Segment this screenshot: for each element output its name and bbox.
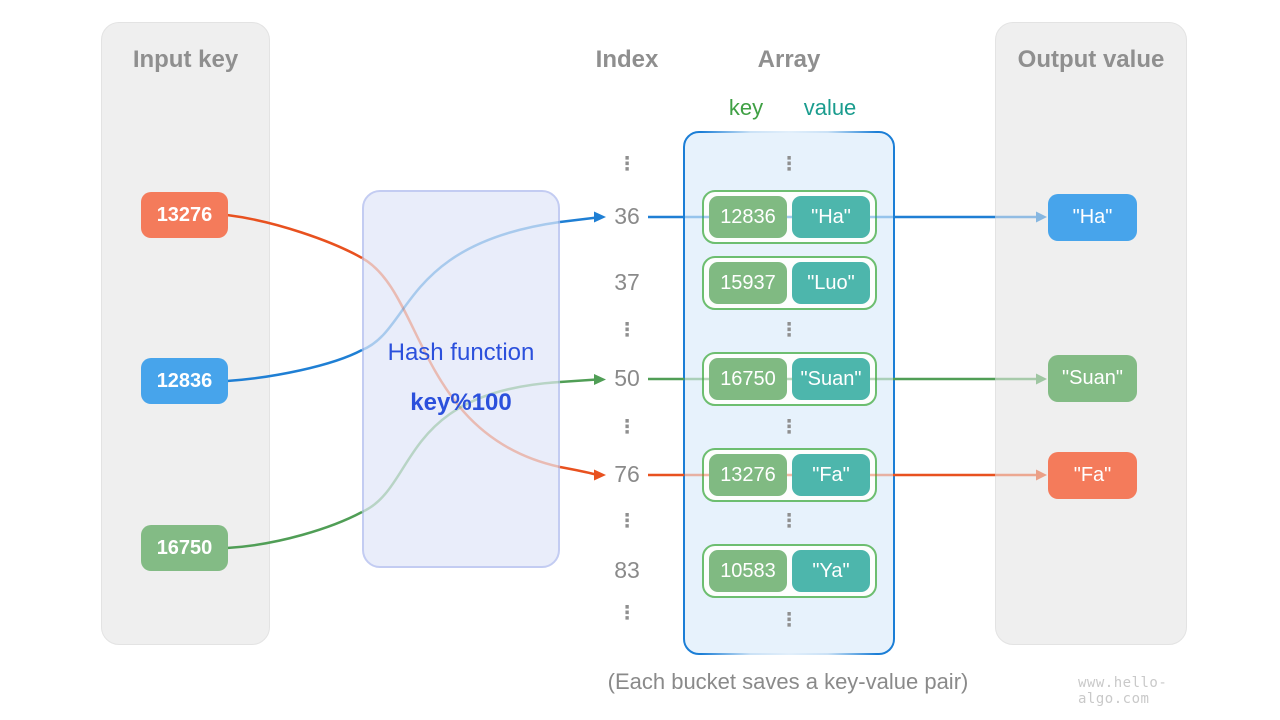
index-value: 76	[614, 461, 640, 487]
ellipsis: ⋮	[779, 417, 799, 438]
output-value-box: "Suan"	[1048, 355, 1137, 402]
ellipsis: ⋮	[617, 417, 637, 438]
bucket-key: 15937	[709, 262, 787, 304]
bucket-key: 12836	[709, 196, 787, 238]
bucket-value: "Ya"	[792, 550, 870, 592]
bucket-value: "Suan"	[792, 358, 870, 400]
ellipsis: ⋮	[617, 320, 637, 341]
ellipsis: ⋮	[779, 154, 799, 175]
ellipsis: ⋮	[779, 511, 799, 532]
output-value-box: "Fa"	[1048, 452, 1137, 499]
value-header-label: value	[803, 95, 857, 120]
input-key-box: 12836	[141, 358, 228, 404]
index-value: 83	[614, 557, 640, 583]
hash-function-formula: key%100	[410, 389, 512, 416]
bucket-key: 16750	[709, 358, 787, 400]
output-value-panel	[995, 22, 1187, 645]
index-column-title: Index	[595, 46, 659, 73]
hash-function-name: Hash function	[387, 339, 535, 366]
ellipsis: ⋮	[617, 511, 637, 532]
key-header-label: key	[728, 95, 764, 120]
bucket-row: 16750 "Suan"	[702, 352, 877, 406]
bucket-key: 10583	[709, 550, 787, 592]
watermark: www.hello-algo.com	[1078, 675, 1168, 707]
output-value-box: "Ha"	[1048, 194, 1137, 241]
index-value: 37	[614, 269, 640, 295]
index-value: 36	[614, 203, 640, 229]
bucket-row: 13276 "Fa"	[702, 448, 877, 502]
index-value: 50	[614, 365, 640, 391]
bucket-row: 10583 "Ya"	[702, 544, 877, 598]
diagram-caption: (Each bucket saves a key-value pair)	[607, 669, 969, 694]
output-panel-title: Output value	[1017, 46, 1165, 73]
bucket-value: "Ha"	[792, 196, 870, 238]
hash-function-box	[362, 190, 560, 568]
ellipsis: ⋮	[617, 603, 637, 624]
input-key-box: 13276	[141, 192, 228, 238]
ellipsis: ⋮	[779, 320, 799, 341]
ellipsis: ⋮	[617, 154, 637, 175]
bucket-row: 15937 "Luo"	[702, 256, 877, 310]
bucket-key: 13276	[709, 454, 787, 496]
bucket-value: "Luo"	[792, 262, 870, 304]
array-panel-title: Array	[757, 46, 821, 73]
bucket-row: 12836 "Ha"	[702, 190, 877, 244]
input-key-box: 16750	[141, 525, 228, 571]
bucket-value: "Fa"	[792, 454, 870, 496]
input-panel-title: Input key	[132, 46, 239, 73]
ellipsis: ⋮	[779, 610, 799, 631]
